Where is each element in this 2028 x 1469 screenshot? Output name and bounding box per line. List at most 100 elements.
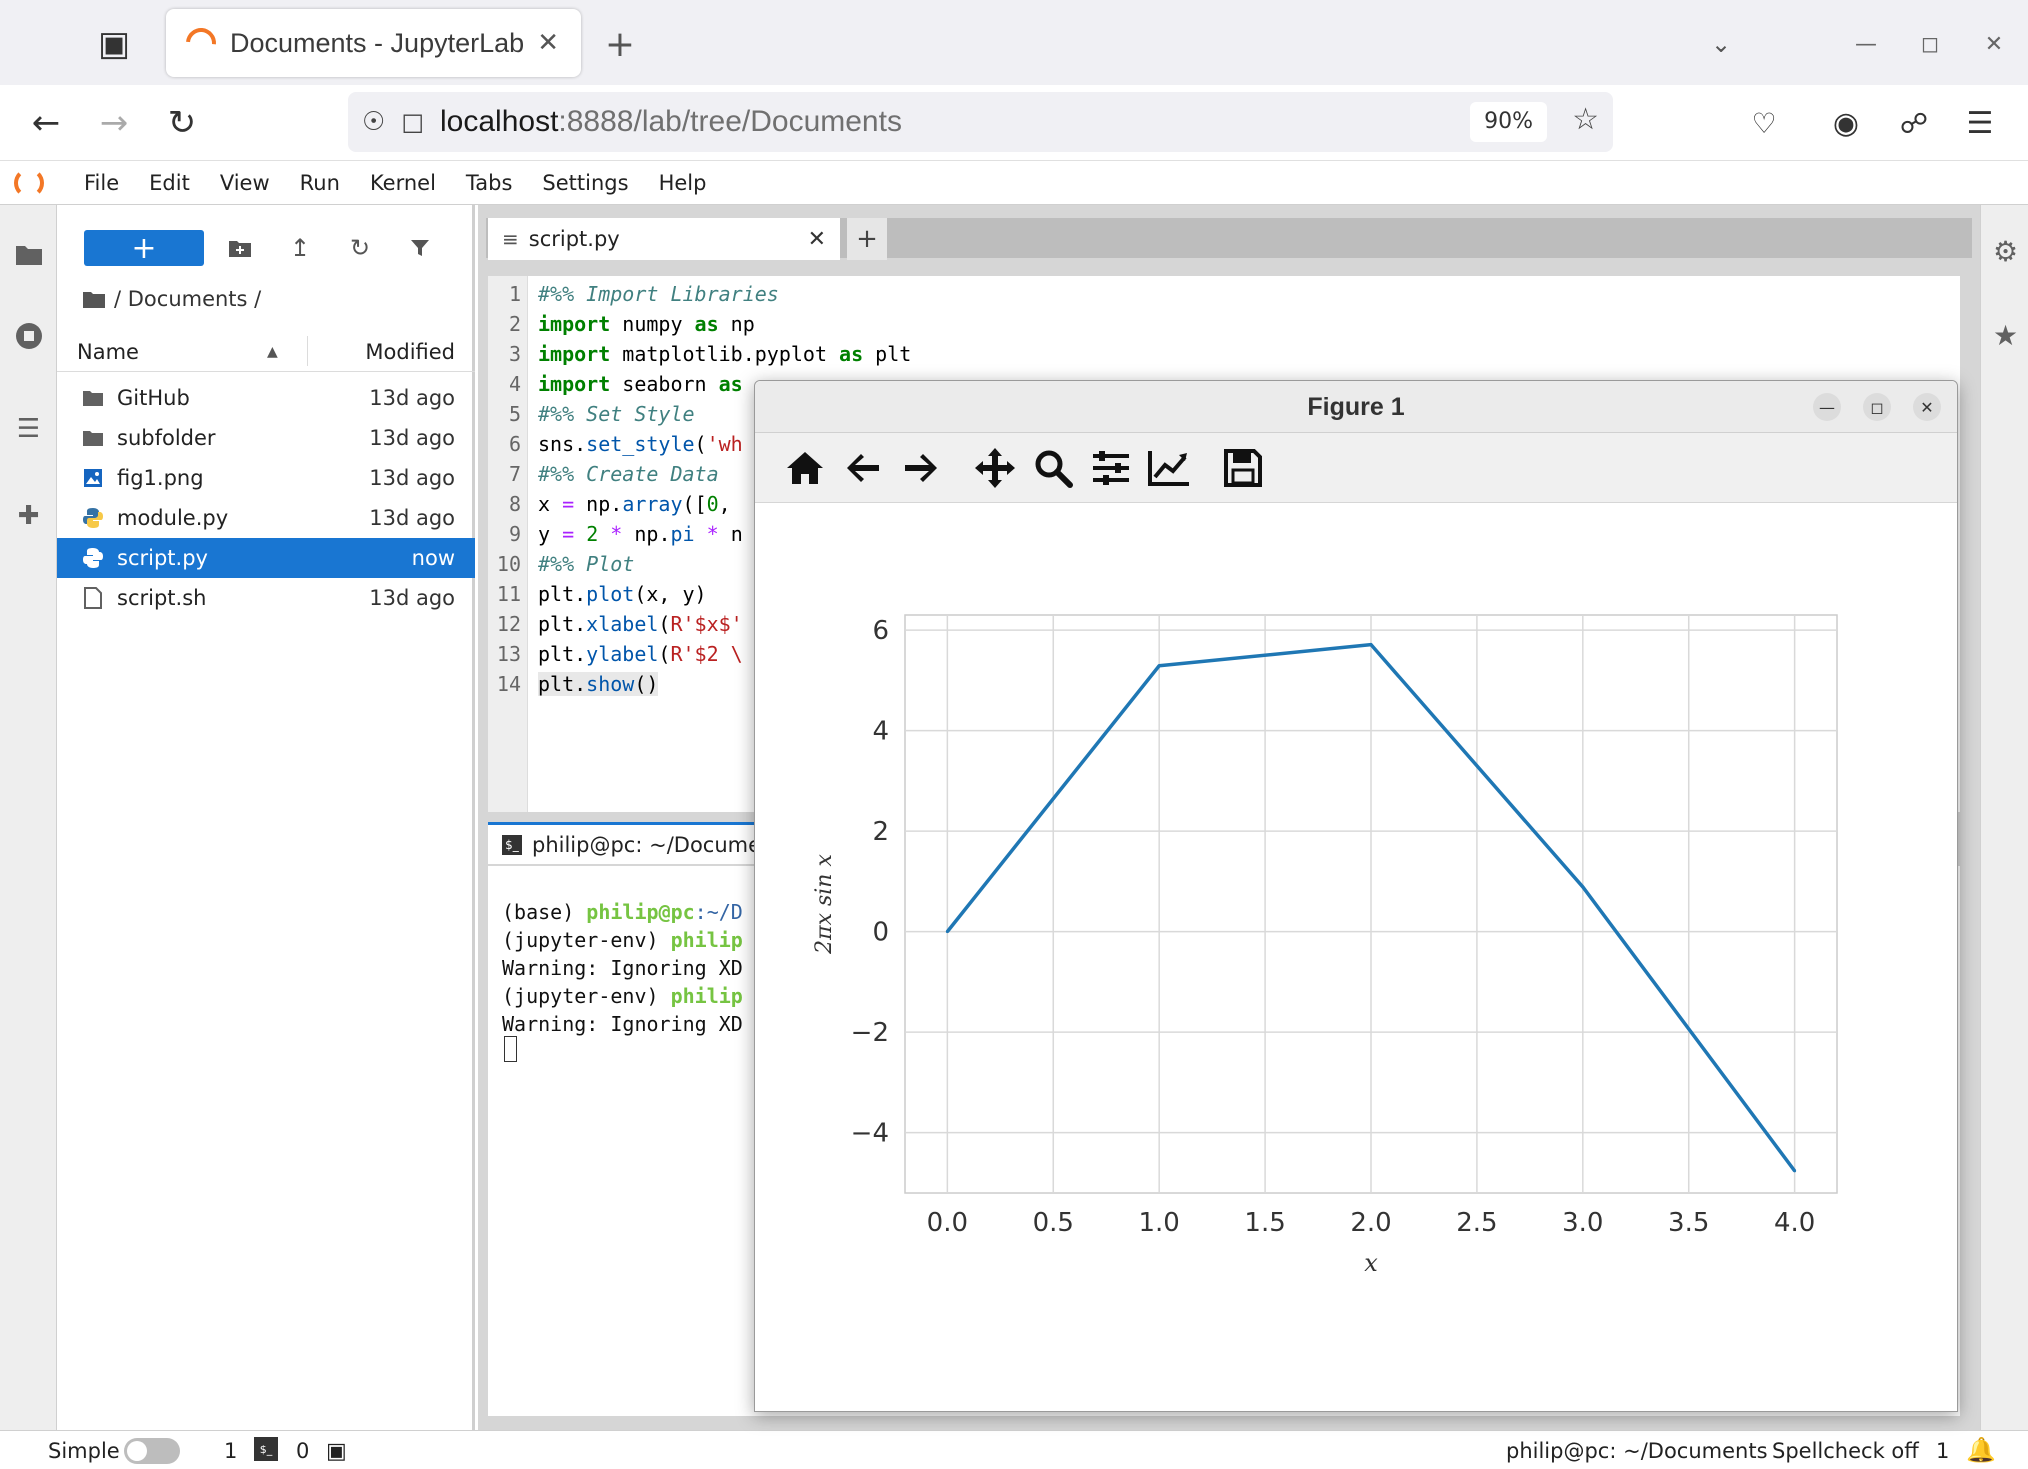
code-line-active[interactable]: plt.show() [538,672,659,696]
new-folder-icon[interactable] [223,231,257,265]
file-name: script.py [117,546,208,570]
file-row[interactable]: fig1.png 13d ago [57,458,475,498]
new-launcher-button[interactable]: + [84,230,204,266]
add-tab-icon[interactable]: + [847,218,887,260]
code-line[interactable]: #%% Create Data [538,462,719,486]
upload-icon[interactable]: ↥ [289,234,311,262]
back-icon[interactable]: ← [31,103,61,143]
spellcheck-status[interactable]: Spellcheck off [1772,1439,1919,1463]
menu-kernel[interactable]: Kernel [369,170,436,195]
maximize-icon[interactable]: ◻ [1920,31,1940,57]
zoom-icon[interactable] [1029,444,1077,492]
menu-file[interactable]: File [84,170,120,195]
bookmark-star-icon[interactable]: ☆ [1572,102,1599,137]
kernels-count[interactable]: 0 [296,1439,310,1463]
table-of-contents-icon[interactable]: ☰ [16,413,41,444]
property-inspector-icon[interactable]: ⚙ [1992,235,2019,268]
y-tick-label: −4 [851,1119,889,1149]
pan-icon[interactable] [971,444,1019,492]
menu-help[interactable]: Help [658,170,707,195]
extensions-icon[interactable]: ☍ [1899,106,1929,140]
url-text[interactable]: localhost:8888/lab/tree/Documents [440,105,902,139]
breadcrumb-path[interactable]: / Documents / [114,287,262,311]
edit-axis-icon[interactable] [1145,444,1193,492]
breadcrumb[interactable]: / Documents / [82,287,261,311]
column-name-header[interactable]: Name [77,340,139,364]
file-row[interactable]: GitHub 13d ago [57,378,475,418]
code-line[interactable]: x = np.array([0, [538,492,731,516]
simple-mode-toggle[interactable] [124,1438,180,1464]
code-line[interactable]: y = 2 * np.pi * n [538,522,743,546]
close-tab-icon[interactable]: ✕ [537,28,559,58]
code-line[interactable]: plt.xlabel(R'$x$' [538,612,743,636]
terminal-line: (jupyter-env) philip [502,984,743,1008]
menu-settings[interactable]: Settings [542,170,629,195]
terminal-icon[interactable]: $_ [254,1437,278,1461]
close-window-icon[interactable]: ✕ [1984,31,2004,57]
tab-terminal[interactable]: $_ philip@pc: ~/Documen [488,822,788,864]
code-line[interactable]: #%% Set Style [538,402,695,426]
menu-view[interactable]: View [219,170,270,195]
code-line[interactable]: #%% Import Libraries [538,282,779,306]
filter-icon[interactable] [403,231,437,265]
home-icon[interactable] [781,444,829,492]
file-browser-icon[interactable] [10,235,47,272]
code-line[interactable]: import seaborn as [538,372,743,396]
kernel-chip-icon[interactable]: ▣ [326,1439,347,1464]
file-row[interactable]: script.sh 13d ago [57,578,475,618]
figure-maximize-icon[interactable]: ◻ [1863,393,1891,421]
code-line[interactable]: plt.plot(x, y) [538,582,707,606]
tab-script-py[interactable]: ≡ script.py ✕ [488,218,840,260]
figure-close-icon[interactable]: ✕ [1913,393,1941,421]
file-row[interactable]: subfolder 13d ago [57,418,475,458]
code-line[interactable]: import numpy as np [538,312,755,336]
menu-run[interactable]: Run [299,170,340,195]
new-tab-icon[interactable]: + [604,23,636,65]
forward-arrow-icon[interactable] [897,444,945,492]
reload-icon[interactable]: ↻ [167,103,197,143]
refresh-icon[interactable]: ↻ [349,234,371,262]
menu-tabs[interactable]: Tabs [465,170,513,195]
figure-window[interactable]: Figure 1 — ◻ ✕ 0.0 0.5 1.0 1.5 2.0 2.5 3.0 3.5 4… [754,380,1958,1412]
file-row[interactable]: module.py 13d ago [57,498,475,538]
extension-manager-icon[interactable]: ✚ [17,500,40,531]
figure-titlebar[interactable] [755,381,1957,433]
terminal-text: (jupyter-env) [502,928,671,952]
column-divider[interactable] [307,336,308,366]
line-number: 1 [508,282,521,306]
terminal-user: philip [670,928,743,952]
minimize-icon[interactable]: — [1855,31,1877,57]
column-modified-header[interactable]: Modified [365,340,455,364]
code-line[interactable]: #%% Plot [538,552,635,576]
url-bar[interactable]: ☉ □ localhost:8888/lab/tree/Documents 90… [348,92,1613,152]
figure-minimize-icon[interactable]: — [1813,393,1841,421]
plot-canvas[interactable]: 0.0 0.5 1.0 1.5 2.0 2.5 3.0 3.5 4.0 −4 −2 0 2 4 6 x 2πx … [755,503,1957,1411]
tab-overview-icon[interactable]: ▣ [97,24,131,64]
running-sessions-icon[interactable] [10,317,47,354]
terminals-count[interactable]: 1 [224,1439,238,1463]
app-menu-icon[interactable]: ☰ [1966,105,1994,141]
back-arrow-icon[interactable] [839,444,887,492]
zoom-level-badge[interactable]: 90% [1470,102,1547,142]
terminal-line: (base) philip@pc:~/D [502,900,743,924]
file-row[interactable]: script.py now [57,538,475,578]
pocket-icon[interactable]: ♡ [1751,106,1777,140]
code-line[interactable]: import matplotlib.pyplot as plt [538,342,912,366]
code-line[interactable]: plt.ylabel(R'$2 \ [538,642,743,666]
terminal-text: Warning: Ignoring XD [502,956,743,980]
notification-count[interactable]: 1 [1936,1439,1950,1463]
menu-edit[interactable]: Edit [149,170,190,195]
terminal-cursor [504,1036,517,1062]
account-icon[interactable]: ◉ [1832,105,1860,141]
line-number: 8 [508,492,521,516]
list-tabs-chevron-icon[interactable]: ⌄ [1710,30,1732,58]
code-line[interactable]: sns.set_style('wh [538,432,743,456]
configure-subplots-icon[interactable] [1087,444,1135,492]
shield-icon[interactable]: ☉ [362,107,386,137]
close-tab-icon[interactable]: ✕ [807,226,826,252]
bell-icon[interactable]: 🔔 [1966,1436,1996,1464]
browser-tab[interactable]: Documents - JupyterLab ✕ [166,9,581,77]
forward-icon[interactable]: → [99,103,129,143]
debugger-icon[interactable]: ★ [1992,319,2019,352]
save-icon[interactable] [1219,444,1267,492]
